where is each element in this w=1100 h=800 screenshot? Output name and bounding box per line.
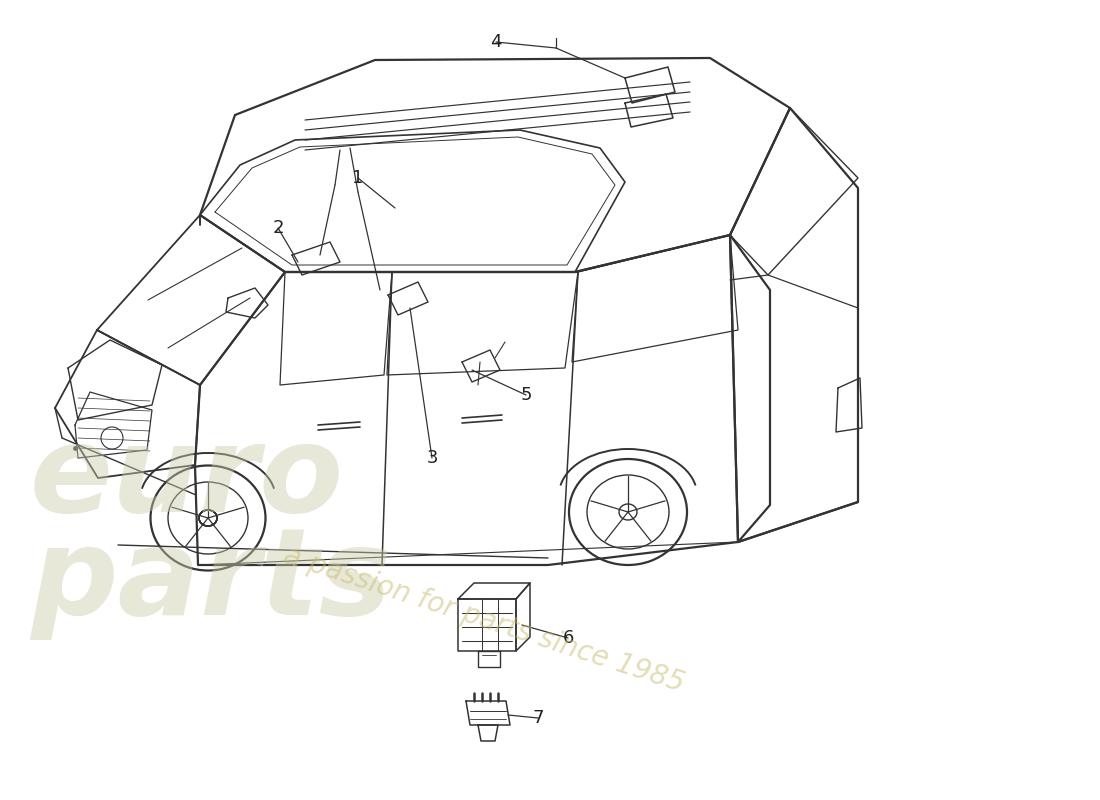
Text: 1: 1 (352, 169, 364, 187)
Text: 2: 2 (273, 219, 284, 237)
Text: 7: 7 (532, 709, 543, 727)
Text: 5: 5 (520, 386, 531, 404)
Text: 4: 4 (491, 33, 502, 51)
Text: 6: 6 (562, 629, 574, 647)
Text: euro
parts: euro parts (30, 420, 392, 640)
Text: 3: 3 (427, 449, 438, 467)
Text: a passion for parts since 1985: a passion for parts since 1985 (280, 542, 688, 698)
